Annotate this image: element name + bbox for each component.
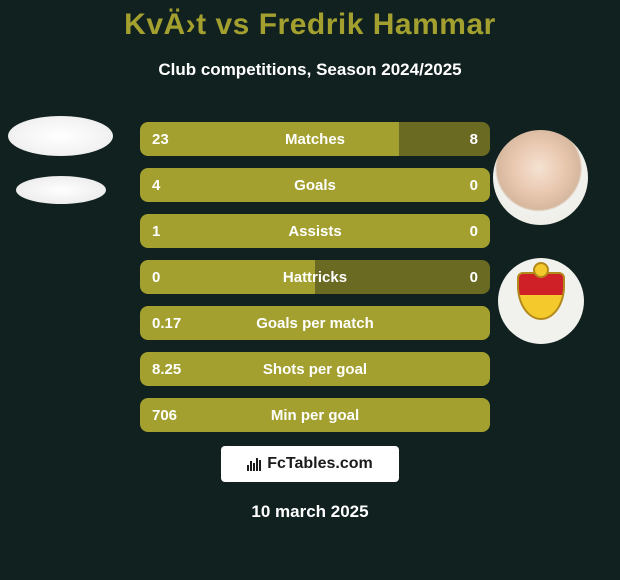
stat-label: Hattricks <box>210 269 420 286</box>
stat-value-left: 706 <box>140 407 210 424</box>
player1-avatar-placeholder <box>8 116 113 156</box>
stat-row: 23Matches8 <box>140 122 490 156</box>
stat-value-left: 4 <box>140 177 210 194</box>
stat-value-left: 0.17 <box>140 315 210 332</box>
stat-value-left: 0 <box>140 269 210 286</box>
stat-row: 4Goals0 <box>140 168 490 202</box>
stat-value-left: 8.25 <box>140 361 210 378</box>
stat-label: Goals <box>210 177 420 194</box>
comparison-subtitle: Club competitions, Season 2024/2025 <box>0 60 620 80</box>
stat-row: 0Hattricks0 <box>140 260 490 294</box>
stat-row: 1Assists0 <box>140 214 490 248</box>
player1-club-placeholder <box>16 176 106 204</box>
club-crest-icon <box>517 272 565 330</box>
comparison-title: KvÄ›t vs Fredrik Hammar <box>0 0 620 42</box>
stat-label: Goals per match <box>210 315 420 332</box>
player2-club-crest <box>498 258 584 344</box>
stat-row: 0.17Goals per match <box>140 306 490 340</box>
fctables-badge: FcTables.com <box>221 446 399 482</box>
stat-row: 706Min per goal <box>140 398 490 432</box>
bar-chart-icon <box>247 457 261 471</box>
stat-value-left: 1 <box>140 223 210 240</box>
fctables-label: FcTables.com <box>267 455 373 473</box>
stat-value-right: 0 <box>420 177 490 194</box>
stat-label: Shots per goal <box>210 361 420 378</box>
stat-value-left: 23 <box>140 131 210 148</box>
stats-table: 23Matches84Goals01Assists00Hattricks00.1… <box>140 122 490 444</box>
stat-value-right: 8 <box>420 131 490 148</box>
comparison-date: 10 march 2025 <box>0 502 620 522</box>
stat-label: Assists <box>210 223 420 240</box>
stat-row: 8.25Shots per goal <box>140 352 490 386</box>
stat-value-right: 0 <box>420 269 490 286</box>
stat-label: Min per goal <box>210 407 420 424</box>
stat-value-right: 0 <box>420 223 490 240</box>
stat-label: Matches <box>210 131 420 148</box>
player2-avatar <box>493 130 588 225</box>
